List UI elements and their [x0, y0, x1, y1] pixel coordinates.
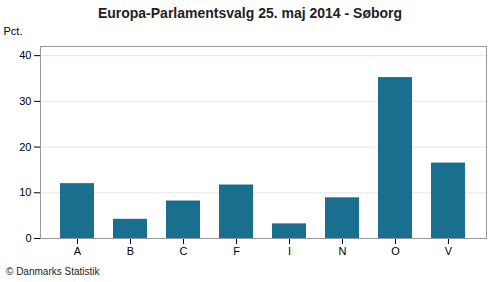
svg-text:Pct.: Pct.: [4, 25, 23, 37]
svg-text:20: 20: [19, 141, 31, 153]
svg-text:A: A: [74, 245, 82, 257]
html-text:Europa-Parlamentsvalg 25. maj: Europa-Parlamentsvalg 25. maj 2014 - Søb…: [97, 5, 403, 21]
svg-text:V: V: [445, 245, 453, 257]
svg-text:O: O: [391, 245, 400, 257]
svg-text:F: F: [233, 245, 240, 257]
svg-text:30: 30: [19, 95, 31, 107]
svg-text:I: I: [288, 245, 291, 257]
svg-text:N: N: [339, 245, 347, 257]
svg-text:10: 10: [19, 186, 31, 198]
svg-text:0: 0: [25, 232, 31, 244]
html-text:© Danmarks Statistik: © Danmarks Statistik: [6, 266, 100, 277]
svg-text:C: C: [180, 245, 188, 257]
svg-text:B: B: [127, 245, 134, 257]
svg-text:40: 40: [19, 49, 31, 61]
